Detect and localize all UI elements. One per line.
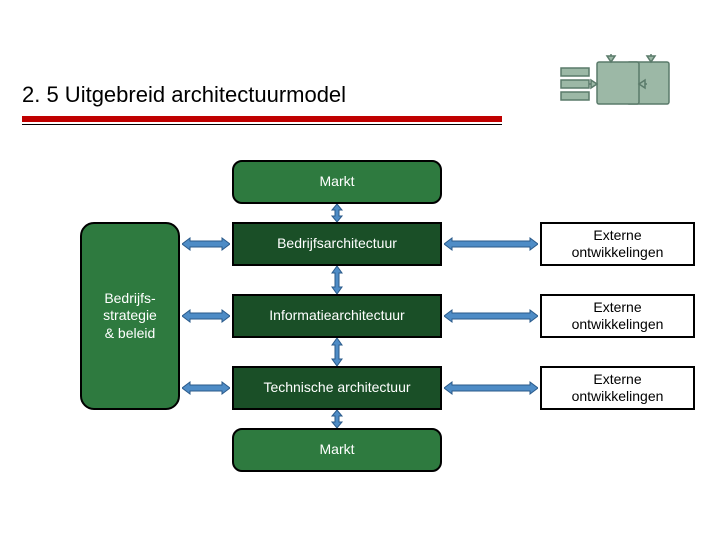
box-markt-bottom: Markt: [232, 428, 442, 472]
page-title: 2. 5 Uitgebreid architectuurmodel: [22, 82, 346, 108]
double-arrow-h-icon: [182, 237, 230, 251]
box-bedrijfsarchitectuur: Bedrijfsarchitectuur: [232, 222, 442, 266]
box-label: Markt: [320, 173, 355, 191]
double-arrow-h-icon: [444, 381, 538, 395]
box-externe-2: Externe ontwikkelingen: [540, 294, 695, 338]
box-label: Informatiearchitectuur: [269, 307, 404, 325]
double-arrow-h-icon: [182, 381, 230, 395]
double-arrow-v-icon: [330, 410, 344, 428]
box-label: Bedrijfsarchitectuur: [277, 235, 397, 253]
box-label: Bedrijfs- strategie & beleid: [103, 290, 157, 343]
box-label: Technische architectuur: [263, 379, 410, 397]
corner-logo-icon: [555, 48, 675, 113]
box-technische-architectuur: Technische architectuur: [232, 366, 442, 410]
double-arrow-v-icon: [330, 266, 344, 294]
box-label: Externe ontwikkelingen: [548, 227, 687, 262]
box-label: Markt: [320, 441, 355, 459]
double-arrow-h-icon: [182, 309, 230, 323]
double-arrow-h-icon: [444, 237, 538, 251]
double-arrow-v-icon: [330, 338, 344, 366]
double-arrow-v-icon: [330, 204, 344, 222]
double-arrow-h-icon: [444, 309, 538, 323]
box-externe-3: Externe ontwikkelingen: [540, 366, 695, 410]
title-underline: [22, 116, 502, 125]
box-externe-1: Externe ontwikkelingen: [540, 222, 695, 266]
box-label: Externe ontwikkelingen: [548, 371, 687, 406]
box-markt-top: Markt: [232, 160, 442, 204]
box-strategie-beleid: Bedrijfs- strategie & beleid: [80, 222, 180, 410]
box-label: Externe ontwikkelingen: [548, 299, 687, 334]
box-informatiearchitectuur: Informatiearchitectuur: [232, 294, 442, 338]
